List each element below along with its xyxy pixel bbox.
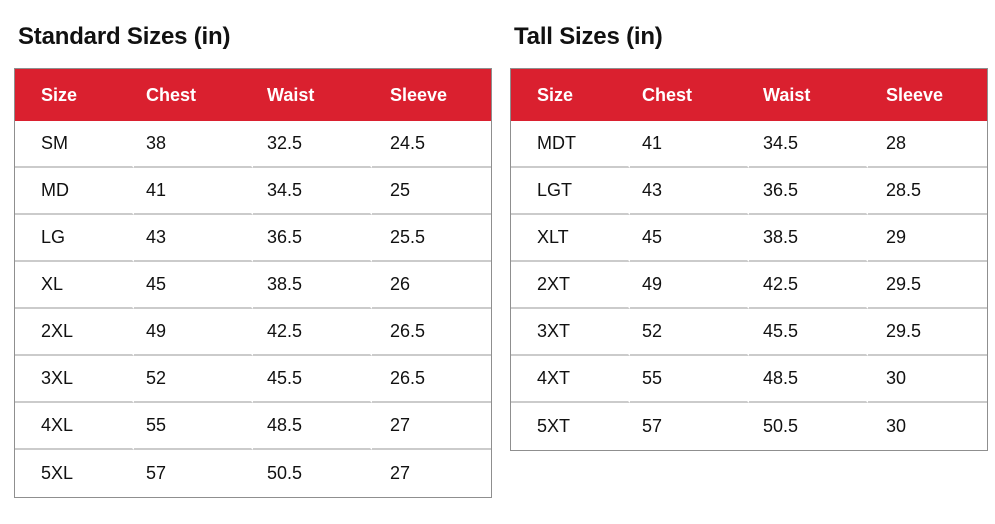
size-cell: 5XL (15, 450, 134, 497)
size-cell: 2XT (511, 262, 630, 309)
sleeve-cell: 29 (868, 215, 987, 262)
waist-cell: 48.5 (253, 403, 372, 450)
sleeve-cell: 28.5 (868, 168, 987, 215)
waist-cell: 48.5 (749, 356, 868, 403)
size-cell: LG (15, 215, 134, 262)
table-row: 3XL 52 45.5 26.5 (15, 356, 491, 403)
tall-sizes-table: Size Chest Waist Sleeve MDT 41 34.5 28 L… (510, 68, 988, 451)
size-cell: 3XT (511, 309, 630, 356)
chest-cell: 57 (134, 450, 253, 497)
sleeve-cell: 24.5 (372, 121, 491, 168)
waist-cell: 50.5 (749, 403, 868, 450)
table-row: XLT 45 38.5 29 (511, 215, 987, 262)
chest-cell: 45 (630, 215, 749, 262)
table-row: SM 38 32.5 24.5 (15, 121, 491, 168)
size-cell: SM (15, 121, 134, 168)
sleeve-cell: 29.5 (868, 262, 987, 309)
sleeve-cell: 30 (868, 403, 987, 450)
column-header-size: Size (511, 69, 630, 121)
waist-cell: 45.5 (253, 356, 372, 403)
size-cell: XL (15, 262, 134, 309)
column-header-sleeve: Sleeve (372, 69, 491, 121)
chest-cell: 38 (134, 121, 253, 168)
standard-sizes-block: Standard Sizes (in) Size Chest Waist Sle… (14, 22, 492, 498)
column-header-chest: Chest (134, 69, 253, 121)
chest-cell: 41 (134, 168, 253, 215)
size-cell: XLT (511, 215, 630, 262)
waist-cell: 36.5 (749, 168, 868, 215)
standard-sizes-table: Size Chest Waist Sleeve SM 38 32.5 24.5 … (14, 68, 492, 498)
column-header-waist: Waist (253, 69, 372, 121)
chest-cell: 49 (630, 262, 749, 309)
sleeve-cell: 30 (868, 356, 987, 403)
table-row: 4XT 55 48.5 30 (511, 356, 987, 403)
table-row: 5XT 57 50.5 30 (511, 403, 987, 450)
waist-cell: 45.5 (749, 309, 868, 356)
waist-cell: 38.5 (253, 262, 372, 309)
waist-cell: 42.5 (253, 309, 372, 356)
tall-sizes-block: Tall Sizes (in) Size Chest Waist Sleeve … (510, 22, 988, 498)
sleeve-cell: 27 (372, 450, 491, 497)
sleeve-cell: 25 (372, 168, 491, 215)
waist-cell: 38.5 (749, 215, 868, 262)
header-row: Size Chest Waist Sleeve (511, 69, 987, 121)
waist-cell: 50.5 (253, 450, 372, 497)
waist-cell: 34.5 (749, 121, 868, 168)
waist-cell: 34.5 (253, 168, 372, 215)
chest-cell: 49 (134, 309, 253, 356)
table-row: LGT 43 36.5 28.5 (511, 168, 987, 215)
chest-cell: 52 (134, 356, 253, 403)
size-cell: MD (15, 168, 134, 215)
column-header-waist: Waist (749, 69, 868, 121)
size-cell: 2XL (15, 309, 134, 356)
tall-sizes-title: Tall Sizes (in) (514, 23, 663, 50)
table-row: 4XL 55 48.5 27 (15, 403, 491, 450)
sleeve-cell: 26.5 (372, 309, 491, 356)
column-header-sleeve: Sleeve (868, 69, 987, 121)
size-cell: 5XT (511, 403, 630, 450)
waist-cell: 36.5 (253, 215, 372, 262)
header-row: Size Chest Waist Sleeve (15, 69, 491, 121)
chest-cell: 43 (630, 168, 749, 215)
chest-cell: 55 (134, 403, 253, 450)
size-cell: 4XL (15, 403, 134, 450)
chest-cell: 43 (134, 215, 253, 262)
table-row: 2XL 49 42.5 26.5 (15, 309, 491, 356)
chest-cell: 41 (630, 121, 749, 168)
size-cell: 4XT (511, 356, 630, 403)
waist-cell: 32.5 (253, 121, 372, 168)
chest-cell: 45 (134, 262, 253, 309)
size-charts-section: Standard Sizes (in) Size Chest Waist Sle… (14, 22, 988, 498)
chest-cell: 55 (630, 356, 749, 403)
chest-cell: 52 (630, 309, 749, 356)
table-row: 5XL 57 50.5 27 (15, 450, 491, 497)
table-row: MD 41 34.5 25 (15, 168, 491, 215)
sleeve-cell: 26 (372, 262, 491, 309)
table-row: MDT 41 34.5 28 (511, 121, 987, 168)
table-row: 2XT 49 42.5 29.5 (511, 262, 987, 309)
table-row: LG 43 36.5 25.5 (15, 215, 491, 262)
chest-cell: 57 (630, 403, 749, 450)
size-cell: LGT (511, 168, 630, 215)
column-header-chest: Chest (630, 69, 749, 121)
size-cell: 3XL (15, 356, 134, 403)
sleeve-cell: 26.5 (372, 356, 491, 403)
table-row: 3XT 52 45.5 29.5 (511, 309, 987, 356)
sleeve-cell: 29.5 (868, 309, 987, 356)
column-header-size: Size (15, 69, 134, 121)
waist-cell: 42.5 (749, 262, 868, 309)
table-row: XL 45 38.5 26 (15, 262, 491, 309)
size-cell: MDT (511, 121, 630, 168)
sleeve-cell: 27 (372, 403, 491, 450)
sleeve-cell: 25.5 (372, 215, 491, 262)
standard-sizes-title: Standard Sizes (in) (18, 23, 231, 50)
sleeve-cell: 28 (868, 121, 987, 168)
